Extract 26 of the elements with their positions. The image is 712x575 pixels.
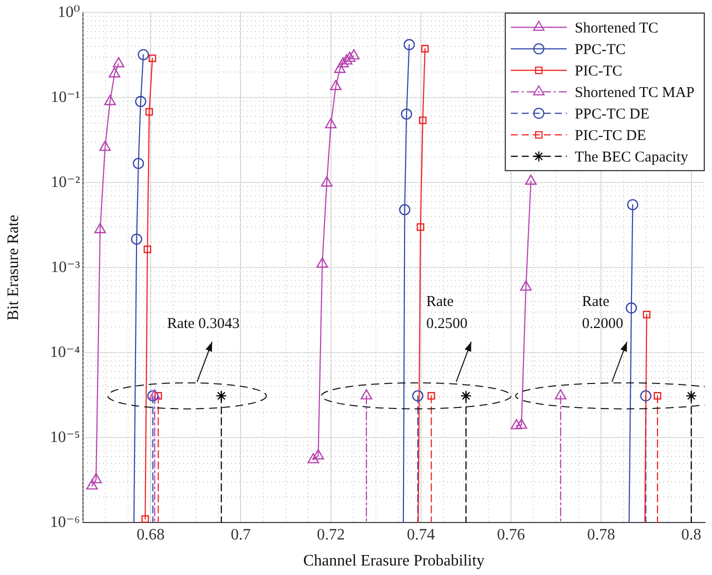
x-tick-label: 0.72	[316, 526, 345, 544]
legend-label: PIC-TC DE	[574, 128, 646, 144]
y-axis-title: Bit Erasure Rate	[4, 214, 22, 320]
legend-label: PPC-TC DE	[574, 106, 650, 122]
x-tick-label: 0.78	[587, 526, 616, 544]
x-tick-label: 0.68	[136, 526, 165, 544]
y-tick-label: 10⁻¹	[50, 88, 80, 106]
legend-label: The BEC Capacity	[574, 149, 689, 166]
annotation: Rate 0.2000	[582, 294, 624, 332]
annotation: Rate 0.3043	[167, 316, 240, 332]
x-axis-title: Channel Erasure Probability	[303, 552, 485, 570]
y-tick-label: 10⁻⁶	[50, 514, 80, 531]
y-tick-label: 10⁻⁵	[50, 428, 80, 446]
x-tick-label: 0.76	[497, 526, 526, 544]
legend-label: Shortened TC MAP	[574, 84, 695, 101]
legend-label: PPC-TC	[574, 42, 626, 58]
y-tick-label: 10⁻³	[50, 258, 80, 276]
y-tick-label: 10⁻²	[50, 174, 80, 191]
legend-label: Shortened TC	[574, 20, 658, 36]
x-tick-label: 0.7	[230, 526, 251, 544]
x-tick-label: 0.74	[406, 526, 435, 544]
y-tick-label: 10⁰	[58, 4, 80, 21]
annotation: Rate 0.2500	[426, 294, 468, 332]
y-tick-label: 10⁻⁴	[50, 344, 80, 361]
x-tick-label: 0.8	[681, 526, 702, 544]
legend-label: PIC-TC	[574, 63, 622, 80]
